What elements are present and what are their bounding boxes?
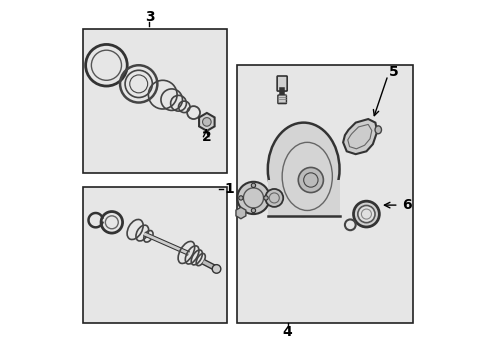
Circle shape: [251, 183, 255, 188]
Text: 1: 1: [224, 182, 234, 196]
Circle shape: [237, 182, 269, 214]
Circle shape: [238, 196, 243, 200]
FancyBboxPatch shape: [277, 76, 286, 91]
Bar: [237, 65, 412, 323]
Circle shape: [212, 265, 221, 273]
Bar: [83, 30, 226, 173]
Bar: [83, 187, 226, 323]
Circle shape: [264, 196, 267, 200]
Polygon shape: [343, 119, 376, 154]
Circle shape: [298, 167, 323, 193]
Text: 3: 3: [144, 10, 154, 24]
Ellipse shape: [374, 126, 381, 134]
Polygon shape: [199, 113, 214, 131]
Ellipse shape: [353, 201, 379, 227]
Circle shape: [202, 118, 211, 126]
Text: 6: 6: [402, 198, 411, 212]
Circle shape: [265, 189, 283, 207]
Text: 5: 5: [387, 66, 397, 80]
FancyBboxPatch shape: [277, 95, 286, 104]
Text: 4: 4: [282, 325, 292, 339]
Ellipse shape: [267, 123, 339, 216]
Polygon shape: [236, 207, 245, 219]
Text: 2: 2: [202, 130, 211, 144]
Ellipse shape: [357, 206, 374, 223]
Circle shape: [251, 208, 255, 213]
Bar: [267, 180, 339, 216]
